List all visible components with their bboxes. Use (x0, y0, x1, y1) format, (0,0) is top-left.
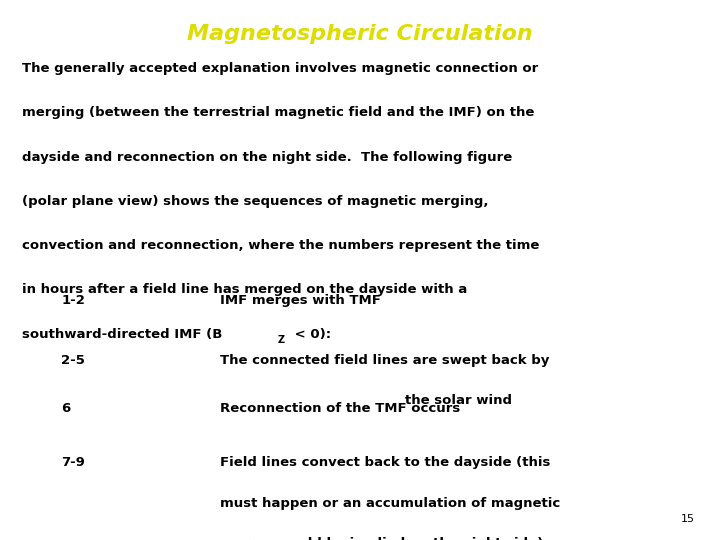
Text: Z: Z (277, 335, 284, 346)
Text: Reconnection of the TMF occurs: Reconnection of the TMF occurs (220, 402, 460, 415)
Text: convection and reconnection, where the numbers represent the time: convection and reconnection, where the n… (22, 239, 539, 252)
Text: 1-2: 1-2 (61, 294, 85, 307)
Text: IMF merges with TMF: IMF merges with TMF (220, 294, 380, 307)
Text: the solar wind: the solar wind (405, 394, 513, 407)
Text: < 0):: < 0): (290, 328, 331, 341)
Text: Field lines convect back to the dayside (this: Field lines convect back to the dayside … (220, 456, 550, 469)
Text: 6: 6 (61, 402, 71, 415)
Text: The generally accepted explanation involves magnetic connection or: The generally accepted explanation invol… (22, 62, 538, 75)
Text: southward-directed IMF (B: southward-directed IMF (B (22, 328, 222, 341)
Text: must happen or an accumulation of magnetic: must happen or an accumulation of magnet… (220, 497, 560, 510)
Text: The connected field lines are swept back by: The connected field lines are swept back… (220, 354, 549, 367)
Text: (polar plane view) shows the sequences of magnetic merging,: (polar plane view) shows the sequences o… (22, 195, 488, 208)
Text: 7-9: 7-9 (61, 456, 85, 469)
Text: merging (between the terrestrial magnetic field and the IMF) on the: merging (between the terrestrial magneti… (22, 106, 534, 119)
Text: dayside and reconnection on the night side.  The following figure: dayside and reconnection on the night si… (22, 151, 512, 164)
Text: 2-5: 2-5 (61, 354, 85, 367)
Text: energy would be implied on the night side): energy would be implied on the night sid… (220, 537, 543, 540)
Text: in hours after a field line has merged on the dayside with a: in hours after a field line has merged o… (22, 284, 467, 296)
Text: Magnetospheric Circulation: Magnetospheric Circulation (187, 24, 533, 44)
Text: 15: 15 (681, 514, 695, 524)
